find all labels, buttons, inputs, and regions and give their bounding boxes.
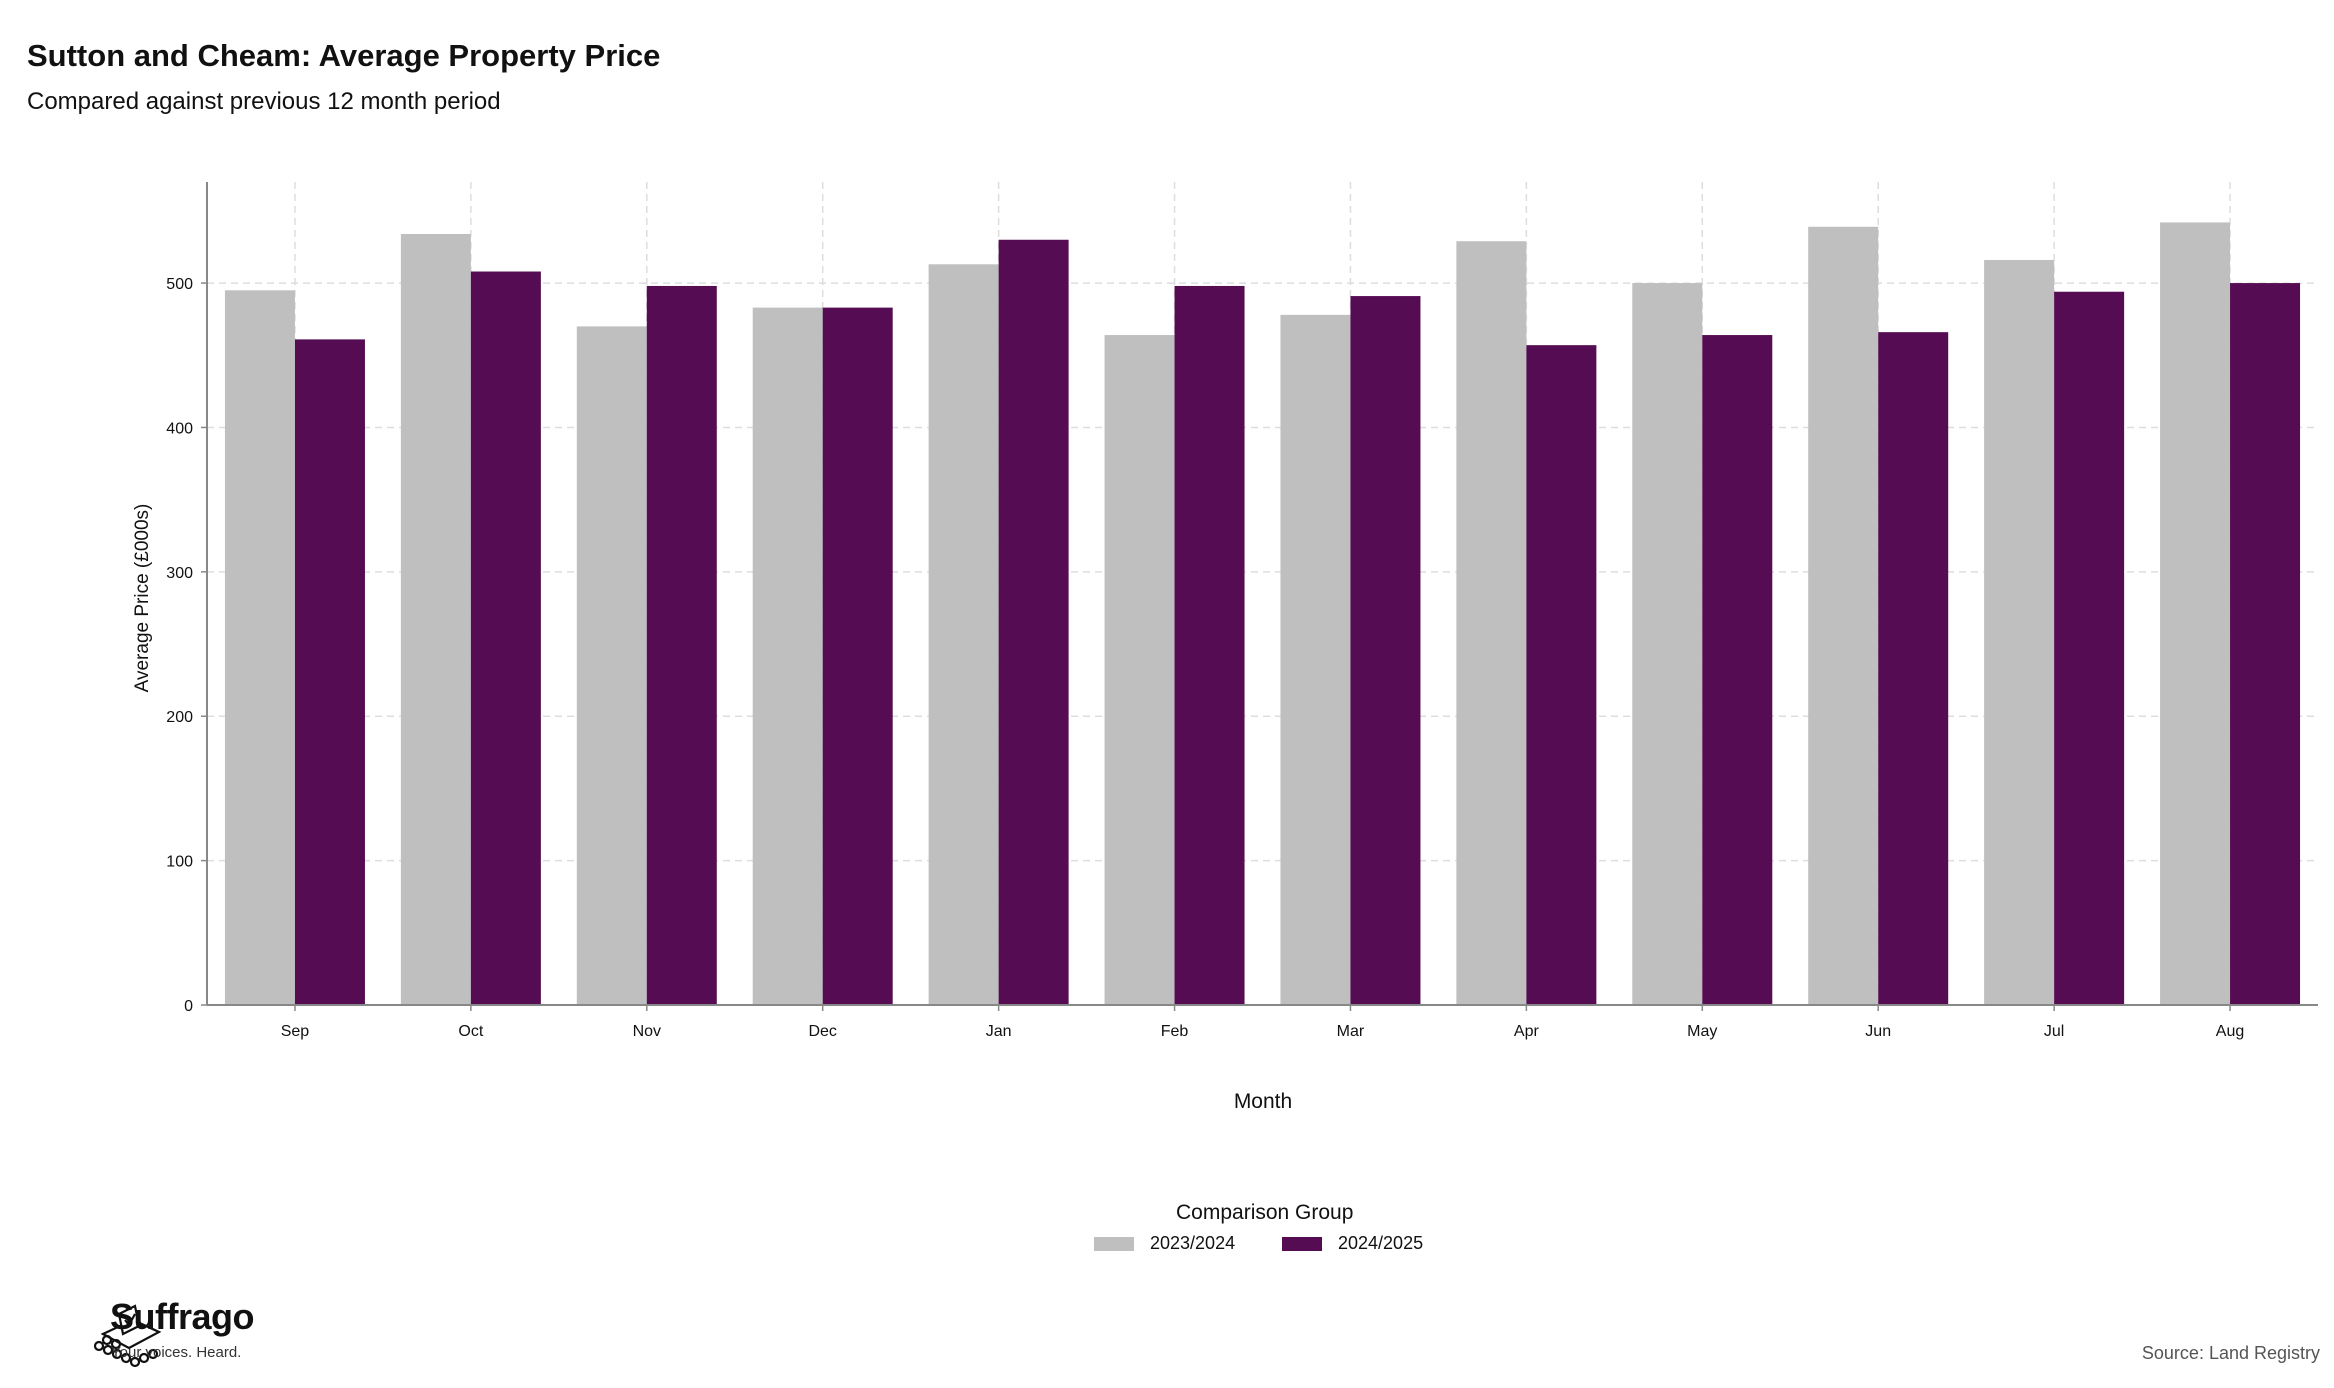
bar-2024-2025-feb — [1174, 285, 1245, 1005]
y-tick-label: 100 — [166, 854, 193, 871]
bar-2023-2024-dec — [752, 307, 823, 1005]
legend-swatch-2024-2025 — [1282, 1236, 1322, 1251]
x-tick-label: Jan — [986, 1023, 1012, 1040]
y-axis-title: Average Price (£000s) — [132, 504, 153, 693]
bar-2023-2024-jan — [928, 264, 999, 1005]
legend-item-2024-2025: 2024/2025 — [1282, 1233, 1423, 1254]
bar-2023-2024-jul — [1984, 259, 2055, 1006]
legend-item-2023-2024: 2023/2024 — [1094, 1233, 1235, 1254]
x-tick-label: Dec — [808, 1023, 836, 1040]
x-tick-label: Mar — [1337, 1023, 1365, 1040]
bar-2024-2025-oct — [470, 271, 541, 1005]
x-tick-label: Feb — [1161, 1023, 1189, 1040]
legend-label-2023-2024: 2023/2024 — [1150, 1233, 1236, 1253]
x-tick-label: Jun — [1865, 1023, 1891, 1040]
legend-label-2024-2025: 2024/2025 — [1338, 1233, 1424, 1253]
y-tick-label: 300 — [166, 565, 193, 582]
x-tick-label: Oct — [458, 1023, 483, 1040]
bar-2023-2024-may — [1632, 283, 1703, 1005]
y-tick-label: 500 — [166, 276, 193, 293]
bar-2024-2025-mar — [1350, 296, 1421, 1005]
bar-2024-2025-jul — [2054, 291, 2125, 1005]
legend-title: Comparison Group — [1176, 1201, 1354, 1224]
x-tick-label: Aug — [2216, 1023, 2244, 1040]
bar-2023-2024-oct — [400, 233, 471, 1005]
brand-tagline: Your voices. Heard. — [111, 1344, 242, 1361]
bar-2024-2025-apr — [1526, 345, 1597, 1005]
bar-2024-2025-jan — [998, 239, 1069, 1005]
bar-2024-2025-dec — [822, 307, 893, 1005]
bar-2024-2025-nov — [646, 285, 717, 1005]
y-tick-label: 0 — [184, 998, 193, 1015]
y-tick-label: 200 — [166, 709, 193, 726]
chart-subtitle: Compared against previous 12 month perio… — [27, 88, 501, 115]
bar-2024-2025-aug — [2230, 283, 2301, 1005]
bar-2023-2024-nov — [576, 326, 647, 1005]
x-tick-label: May — [1687, 1023, 1717, 1040]
ballot-box-logo-icon — [93, 1304, 162, 1368]
bar-2024-2025-sep — [294, 339, 365, 1005]
source-credit: Source: Land Registry — [2141, 1343, 2320, 1363]
bar-2023-2024-apr — [1456, 241, 1527, 1005]
x-axis-title: Month — [1234, 1090, 1292, 1113]
bar-2023-2024-mar — [1280, 314, 1351, 1005]
x-tick-label: Sep — [281, 1023, 310, 1040]
bars — [224, 222, 2301, 1006]
bar-2023-2024-jun — [1808, 226, 1879, 1005]
bar-2023-2024-sep — [224, 290, 295, 1006]
bar-chart: 0 100 200 300 400 500 Sep Oct Nov Dec Jan Feb Mar Apr… — [132, 182, 2318, 1113]
x-tick-label: Jul — [2044, 1023, 2064, 1040]
x-tick-label: Nov — [633, 1023, 661, 1040]
bar-2024-2025-may — [1702, 335, 1773, 1005]
bar-2023-2024-aug — [2160, 222, 2231, 1005]
y-tick-label: 400 — [166, 420, 193, 437]
axes: 0 100 200 300 400 500 Sep Oct Nov Dec Jan Feb Mar Apr… — [166, 182, 2318, 1040]
x-tick-label: Apr — [1514, 1023, 1540, 1040]
legend-swatch-2023-2024 — [1094, 1236, 1134, 1251]
bar-2024-2025-jun — [1878, 332, 1949, 1006]
bar-2023-2024-feb — [1104, 335, 1175, 1005]
chart-title: Sutton and Cheam: Average Property Price — [27, 38, 661, 73]
brand-name: Suffrago — [110, 1296, 255, 1337]
